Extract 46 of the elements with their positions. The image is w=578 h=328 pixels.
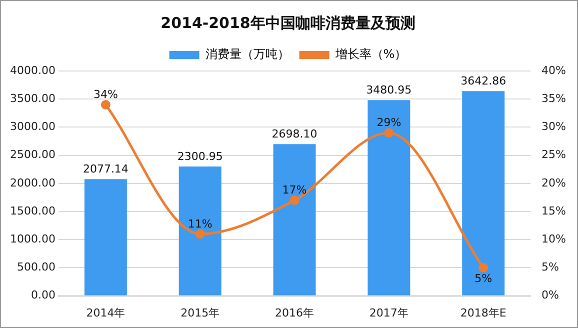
y2-tick-label: 25%	[542, 148, 566, 162]
data-label: 3480.95	[366, 84, 412, 97]
y-tick-label: 2000.00	[10, 176, 56, 190]
y2-tick-label: 10%	[542, 232, 566, 246]
y-tick-label: 4000.00	[10, 64, 56, 77]
point	[478, 262, 488, 272]
y2-tick-label: 30%	[542, 120, 566, 134]
data-label: 2077.14	[82, 162, 128, 176]
y2-tick-label: 0%	[542, 288, 560, 302]
y2-tick-label: 15%	[542, 204, 566, 218]
y-tick-label: 1000.00	[10, 232, 56, 246]
bar	[84, 179, 127, 296]
legend-label: 消费量（万吨）	[205, 47, 290, 62]
x-tick-label: 2015年	[180, 306, 220, 320]
data-label: 5%	[474, 272, 492, 286]
y-tick-label: 2500.00	[10, 148, 56, 162]
y-tick-label: 1500.00	[10, 204, 56, 218]
y-tick-label: 0.00	[30, 288, 56, 302]
legend-label: 增长率（%）	[334, 47, 407, 62]
x-tick-label: 2017年	[369, 306, 408, 320]
chart-title: 2014-2018年中国咖啡消费量及预测	[160, 14, 416, 32]
bar	[178, 166, 222, 296]
data-label: 3642.86	[460, 74, 506, 88]
y2-tick-label: 5%	[542, 260, 560, 274]
data-label: 2698.10	[272, 128, 318, 141]
y2-tick-label: 35%	[542, 92, 566, 105]
x-tick-label: 2018年E	[460, 306, 506, 320]
data-label: 29%	[376, 116, 402, 130]
data-label: 17%	[282, 184, 307, 197]
data-label: 2300.95	[177, 150, 223, 163]
y-tick-label: 3000.00	[10, 120, 56, 134]
x-tick-label: 2014年	[86, 306, 126, 320]
y2-tick-label: 40%	[542, 64, 566, 77]
data-label: 34%	[93, 88, 118, 102]
bar	[462, 91, 505, 296]
point	[384, 128, 394, 138]
bar	[368, 100, 410, 296]
y2-tick-label: 20%	[542, 176, 566, 190]
data-label: 11%	[188, 217, 212, 230]
point	[290, 196, 300, 206]
bar	[273, 144, 316, 296]
point	[100, 100, 110, 110]
y-tick-label: 3500.00	[10, 92, 56, 105]
point	[195, 229, 205, 239]
y-tick-label: 500.00	[16, 260, 56, 274]
x-tick-label: 2016年	[275, 306, 314, 320]
